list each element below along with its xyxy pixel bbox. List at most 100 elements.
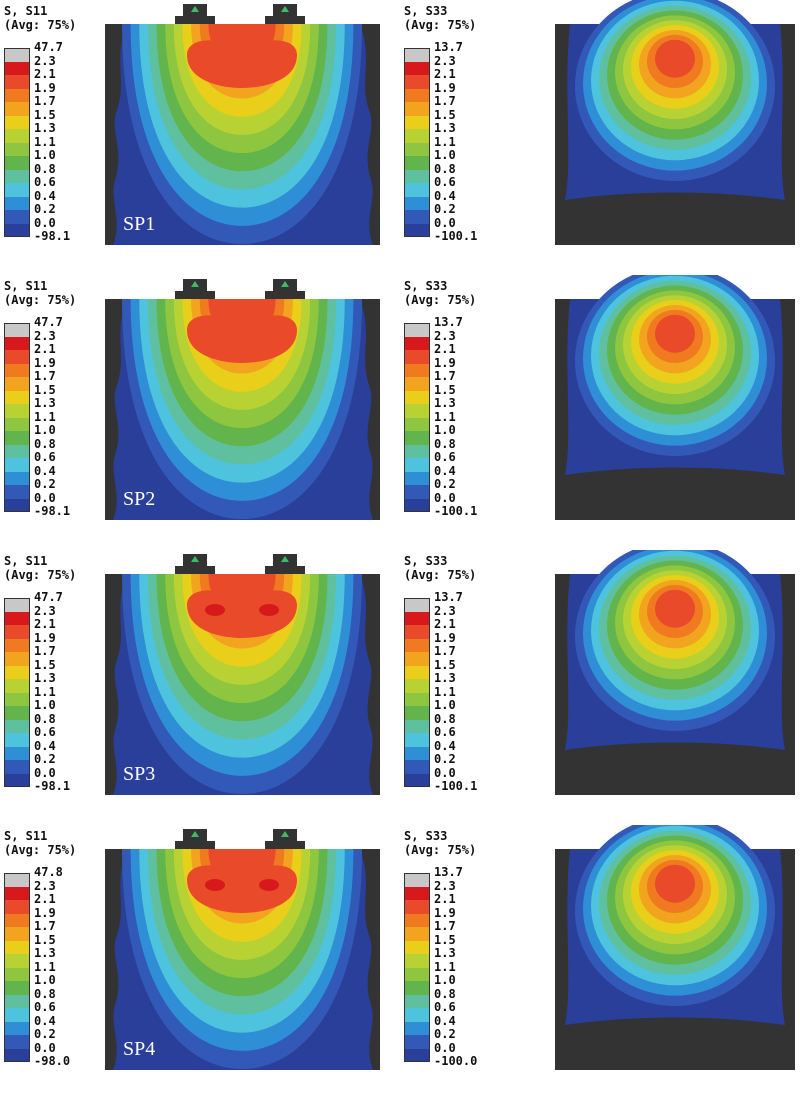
legend-value: 2.3: [34, 53, 56, 68]
legend-value: 0.8: [34, 986, 56, 1001]
contour-legend: S, S33 (Avg: 75%) 13.7 2.3 2.1 1.9 1.7 1.5 1.3 1.…: [404, 554, 504, 793]
peak-stress-region: [187, 590, 297, 638]
legend-swatch: [404, 431, 430, 445]
legend-value: 0.4: [434, 463, 456, 478]
legend-swatch: [404, 954, 430, 968]
support-marker: [191, 831, 199, 837]
legend-value: 1.0: [434, 423, 456, 437]
s33-contour-svg: [555, 825, 795, 1070]
low-stress-region: [105, 299, 127, 520]
legend-value: 2.3: [34, 328, 56, 343]
s33-contour-svg: [555, 550, 795, 795]
legend-value: 1.0: [34, 148, 56, 162]
legend-value: 2.1: [34, 67, 56, 81]
legend-swatch: [4, 210, 30, 224]
legend-swatch: [404, 873, 430, 887]
legend-value: 0.4: [434, 1013, 456, 1028]
legend-value: 2.3: [34, 878, 56, 893]
legend-values: 47.8 2.3 2.1 1.9 1.7 1.5 1.3 1.1 1.0 0.8 0.6 0.4 0.2…: [34, 865, 70, 1069]
legend-swatch: [404, 485, 430, 499]
legend-averaging: (Avg: 75%): [4, 18, 77, 32]
legend-color-bar: [404, 48, 430, 237]
specimen-label: SP2: [123, 488, 156, 510]
legend-swatch: [404, 1021, 430, 1035]
legend-swatch: [4, 692, 30, 706]
legend-value: 1.9: [34, 630, 56, 645]
legend-swatch: [4, 485, 30, 499]
legend-value: 47.7: [34, 590, 63, 604]
legend-swatch: [404, 733, 430, 747]
legend-swatch: [4, 760, 30, 774]
legend-value: 1.3: [434, 396, 456, 410]
legend-swatch: [404, 142, 430, 156]
low-stress-region: [360, 574, 380, 795]
peak-stress-region: [187, 315, 297, 363]
s11-contour-svg: [105, 554, 380, 795]
legend-value: 0.6: [34, 1000, 56, 1014]
legend-value: -100.1: [434, 779, 478, 793]
legend-value: 0.6: [34, 175, 56, 189]
legend-swatch: [4, 873, 30, 887]
legend-value: 1.5: [34, 107, 56, 122]
legend-averaging: (Avg: 75%): [404, 568, 477, 582]
legend-variable: S, S33: [404, 554, 448, 568]
legend-swatch: [4, 981, 30, 995]
contour-legend: S, S33 (Avg: 75%) 13.7 2.3 2.1 1.9 1.7 1.5 1.3 1.…: [404, 279, 504, 518]
legend-value: 1.0: [434, 148, 456, 162]
legend-swatch: [4, 954, 30, 968]
legend-value: 47.7: [34, 315, 63, 329]
legend-averaging: (Avg: 75%): [404, 843, 477, 857]
legend-value: 47.7: [34, 40, 63, 54]
contour-legend: S, S33 (Avg: 75%) 13.7 2.3 2.1 1.9 1.7 1.5 1.3 1.…: [404, 4, 504, 243]
legend-swatch: [404, 927, 430, 941]
contour-plot: SP4: [105, 825, 380, 1070]
legend-value: 1.7: [434, 919, 456, 933]
contour-plot: [555, 275, 795, 520]
legend-value: 13.7: [434, 40, 463, 54]
legend-color-bar: [404, 323, 430, 512]
legend-variable: S, S11: [4, 829, 48, 843]
support-marker: [191, 6, 199, 12]
legend-swatch: [404, 61, 430, 75]
legend-color-bar: [4, 48, 30, 237]
legend-variable: S, S33: [404, 829, 448, 843]
legend-swatch: [404, 760, 430, 774]
legend-swatch: [404, 913, 430, 927]
legend-value: 0.4: [434, 738, 456, 753]
support-pad: [265, 279, 305, 299]
legend-averaging: (Avg: 75%): [404, 18, 477, 32]
legend-value: 0.8: [434, 711, 456, 726]
legend-value: 13.7: [434, 315, 463, 329]
legend-swatch: [404, 746, 430, 760]
support-pad: [265, 554, 305, 574]
legend-value: 1.9: [34, 905, 56, 920]
legend-value: 2.3: [434, 328, 456, 343]
support-marker: [191, 281, 199, 287]
legend-swatch: [404, 719, 430, 733]
legend-swatch: [4, 967, 30, 981]
legend-swatch: [404, 129, 430, 143]
contour-legend: S, S11 (Avg: 75%) 47.7 2.3 2.1 1.9 1.7 1.5 1.3 1.…: [4, 554, 104, 793]
legend-value: 2.1: [34, 617, 56, 631]
legend-swatch: [4, 1008, 30, 1022]
legend-swatch: [404, 115, 430, 129]
legend-swatch: [4, 927, 30, 941]
legend-swatch: [4, 61, 30, 75]
legend-value: 2.3: [434, 53, 456, 68]
legend-value: 1.1: [34, 134, 56, 149]
legend-value: 1.9: [34, 355, 56, 370]
legend-values: 47.7 2.3 2.1 1.9 1.7 1.5 1.3 1.1 1.0 0.8 0.6 0.4 0.2…: [34, 590, 70, 794]
s33-contour-svg: [555, 0, 795, 245]
legend-swatch: [4, 498, 30, 512]
legend-swatch: [4, 115, 30, 129]
legend-swatch: [404, 981, 430, 995]
legend-swatch: [404, 75, 430, 89]
legend-values: 13.7 2.3 2.1 1.9 1.7 1.5 1.3 1.1 1.0 0.8 0.6 0.4 0.2…: [434, 865, 477, 1069]
legend-value: 2.1: [434, 617, 456, 631]
legend-swatch: [404, 994, 430, 1008]
legend-swatch: [4, 336, 30, 350]
legend-swatch: [4, 706, 30, 720]
legend-swatch: [404, 48, 430, 62]
legend-value: 1.1: [434, 959, 456, 974]
legend-swatch: [404, 652, 430, 666]
